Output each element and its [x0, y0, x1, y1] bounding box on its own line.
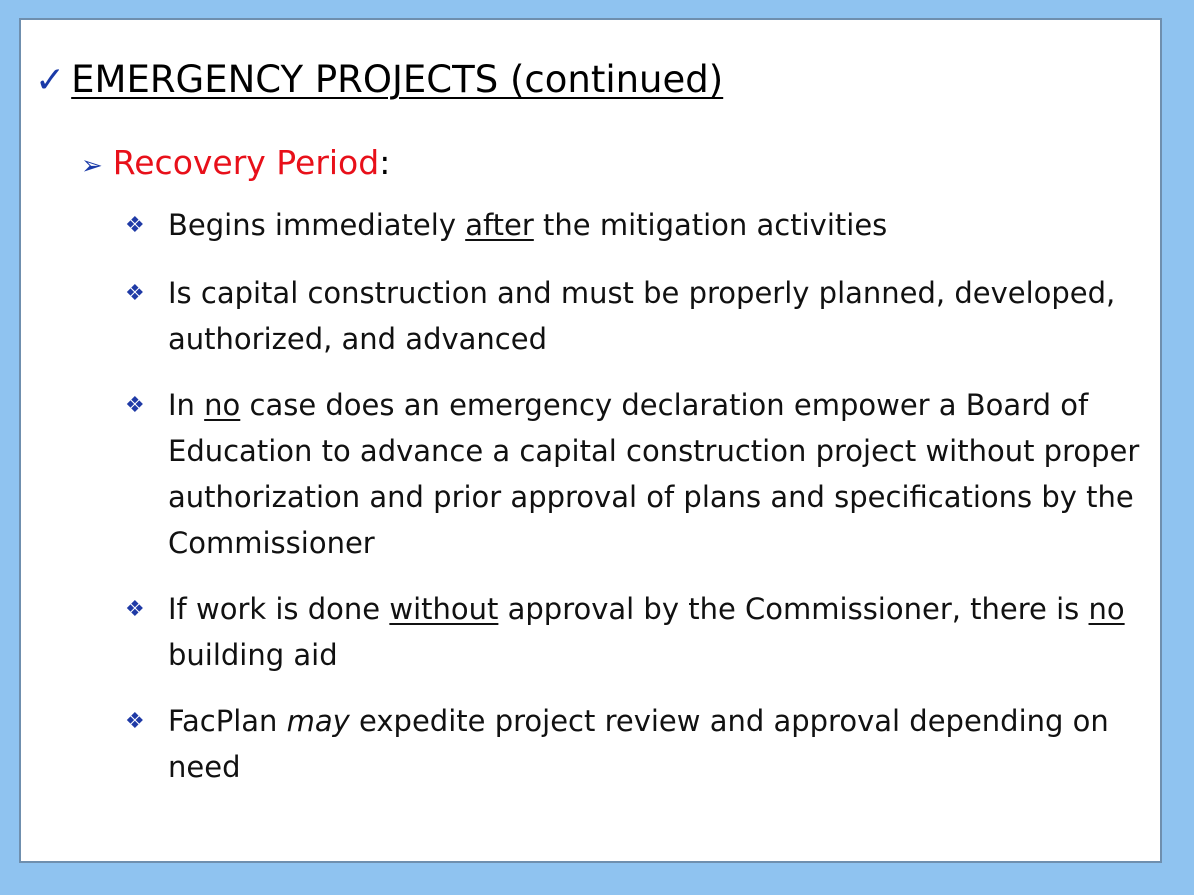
four-diamond-bullet-icon: ❖: [125, 709, 145, 734]
bullet-text: In no case does an emergency declaration…: [168, 382, 1153, 566]
section-colon: :: [379, 143, 391, 182]
bullet-item: ❖ If work is done without approval by the…: [123, 586, 1153, 678]
bullet-text: Begins immediately after the mitigation …: [168, 202, 887, 248]
bullet-text-underline: after: [465, 208, 534, 242]
four-diamond-bullet-icon: ❖: [125, 281, 145, 306]
bullet-item: ❖ In no case does an emergency declaratio…: [123, 382, 1153, 566]
bullet-text: FacPlan may expedite project review and …: [168, 698, 1153, 790]
bullet-text-part: expedite project review and approval dep…: [168, 704, 1109, 784]
bullet-text-part: Is capital construction and must be prop…: [168, 276, 1116, 356]
bullet-text-underline: no: [204, 388, 241, 422]
arrowhead-bullet-icon: ➢: [81, 151, 103, 181]
bullet-text-part: Begins immediately: [168, 208, 466, 242]
bullet-text-part: case does an emergency declaration empow…: [168, 388, 1140, 560]
bullet-text: Is capital construction and must be prop…: [168, 270, 1153, 362]
bullet-text-part: approval by the Commissioner, there is: [498, 592, 1089, 626]
title-row: ✓ EMERGENCY PROJECTS (continued): [35, 58, 723, 101]
slide-title: EMERGENCY PROJECTS (continued): [71, 58, 724, 101]
bullet-item: ❖ FacPlan may expedite project review and…: [123, 698, 1153, 790]
four-diamond-bullet-icon: ❖: [125, 213, 145, 238]
bullet-text-part: If work is done: [168, 592, 390, 626]
bullet-text-part: building aid: [168, 638, 338, 672]
slide-panel: ✓ EMERGENCY PROJECTS (continued) ➢ Recov…: [19, 18, 1162, 863]
bullet-text-underline: without: [389, 592, 499, 626]
bullet-text-part: FacPlan: [168, 704, 287, 738]
four-diamond-bullet-icon: ❖: [125, 393, 145, 418]
bullet-text: If work is done without approval by the …: [168, 586, 1153, 678]
bullet-text-italic: may: [286, 704, 350, 738]
four-diamond-bullet-icon: ❖: [125, 597, 145, 622]
bullet-item: ❖ Is capital construction and must be pro…: [123, 270, 1153, 362]
section-heading: ➢ Recovery Period :: [81, 143, 390, 182]
bullet-text-part: the mitigation activities: [533, 208, 888, 242]
bullet-item: ❖ Begins immediately after the mitigation…: [123, 202, 1153, 250]
bullet-text-part: In: [168, 388, 205, 422]
bullet-text-underline: no: [1088, 592, 1125, 626]
checkmark-icon: ✓: [35, 60, 66, 101]
section-label: Recovery Period: [112, 143, 380, 182]
bullet-list: ❖ Begins immediately after the mitigation…: [123, 202, 1153, 810]
